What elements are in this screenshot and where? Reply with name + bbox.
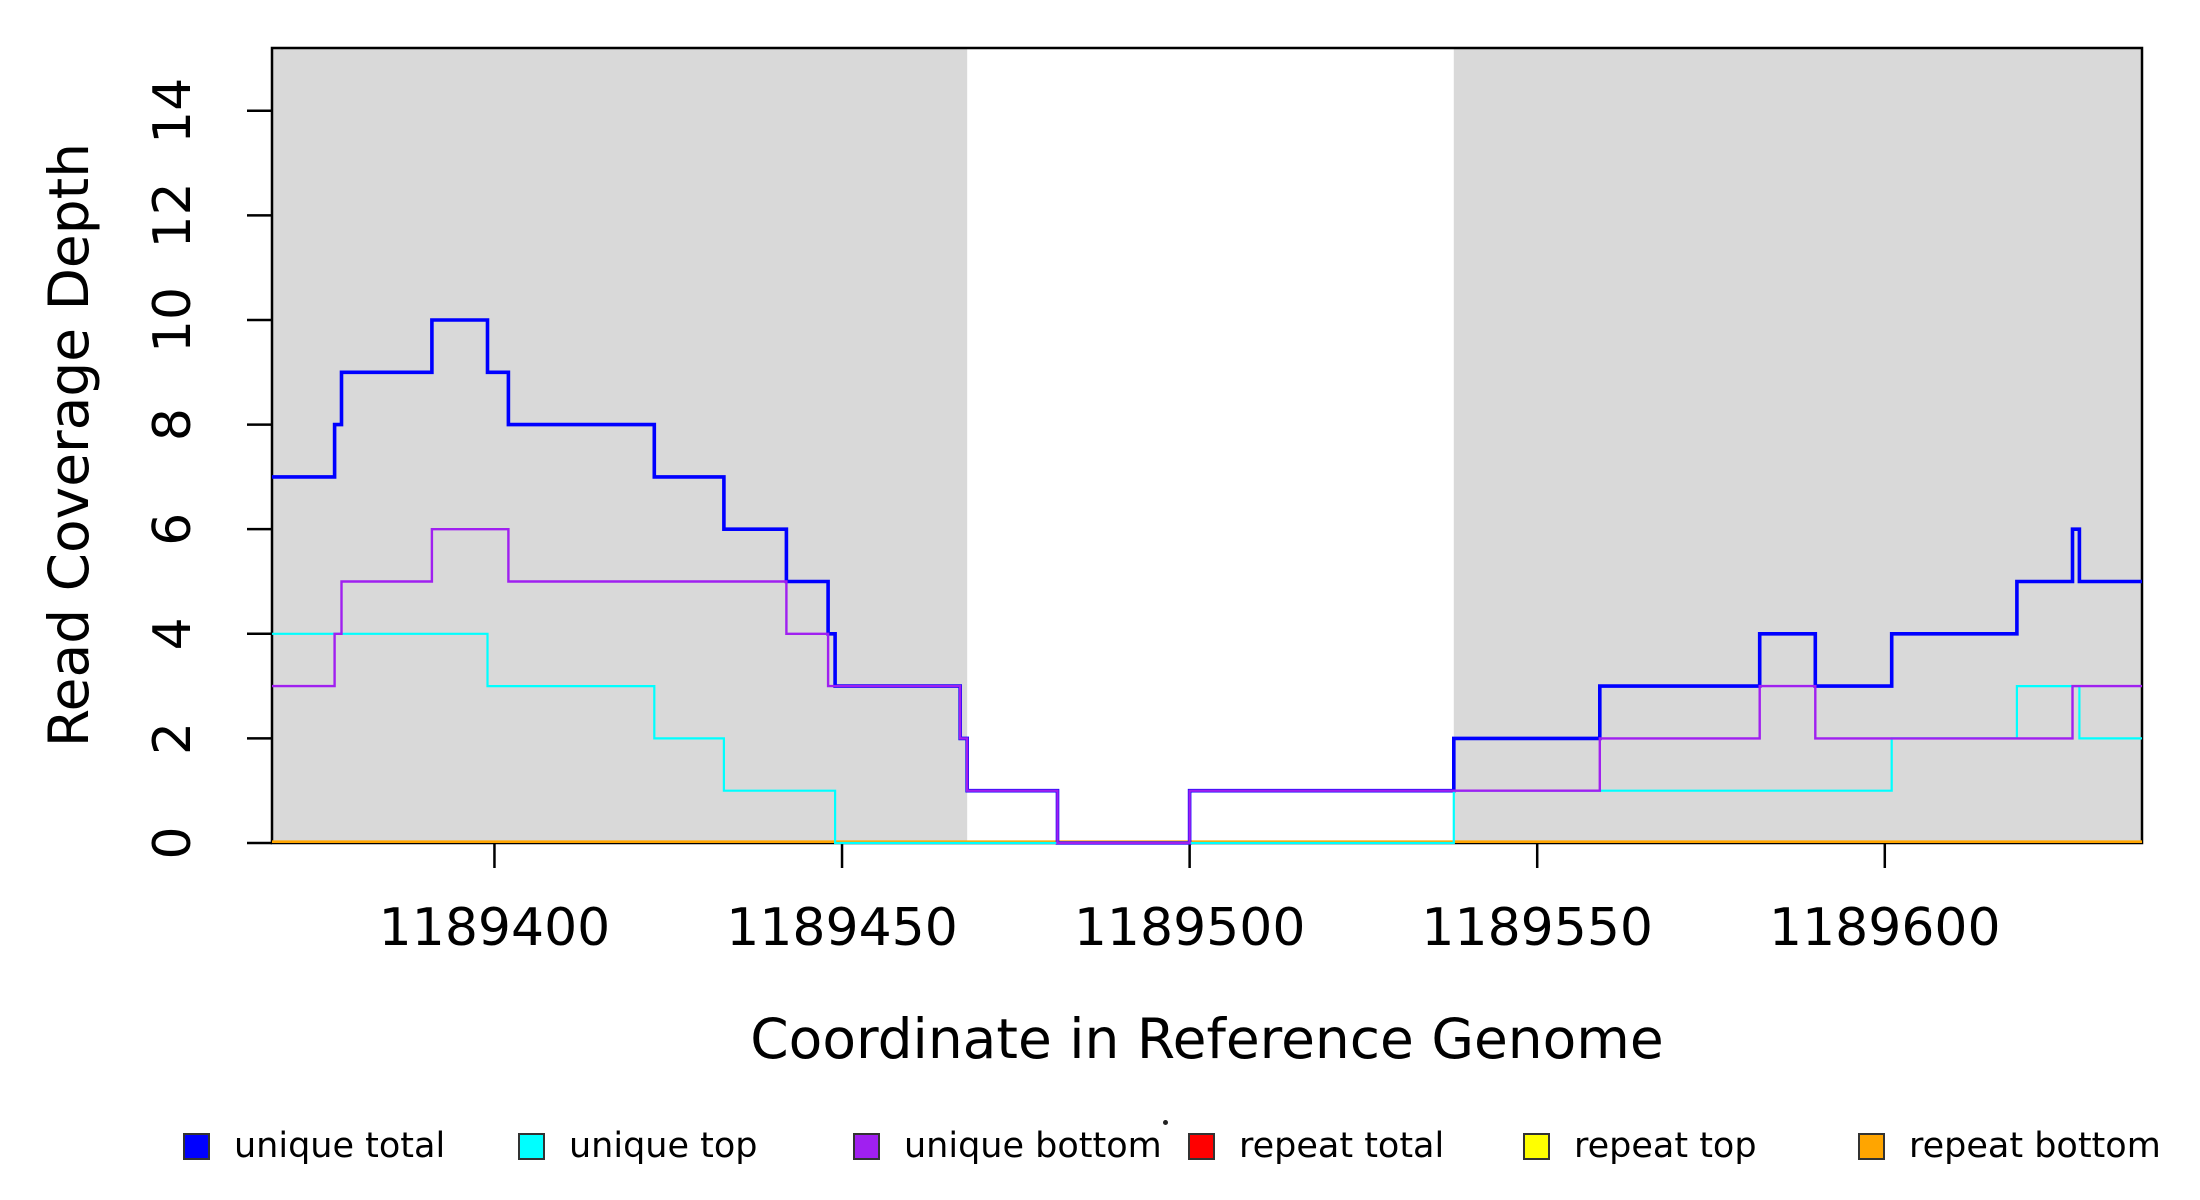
legend: unique total unique top unique bottom repea…	[0, 0, 2200, 1166]
legend-label: repeat bottom	[1909, 1126, 2161, 1166]
legend-item-unique-total: unique total	[183, 1126, 445, 1166]
shaded-region	[1453, 48, 2142, 843]
legend-item-repeat-top: repeat top	[1523, 1126, 1757, 1166]
y-tick-label: 8	[143, 408, 203, 441]
x-tick-label: 1189600	[1769, 898, 2001, 958]
shaded-region	[272, 48, 968, 843]
x-tick-label: 1189400	[379, 898, 611, 958]
y-tick-label: 6	[143, 513, 203, 546]
legend-label: unique bottom	[904, 1126, 1162, 1166]
x-tick-label: 1189550	[1421, 898, 1653, 958]
y-tick-label: 10	[143, 287, 203, 353]
legend-label: repeat total	[1239, 1126, 1445, 1166]
x-tick-label: 1189450	[726, 898, 958, 958]
y-axis-title: Read Coverage Depth	[37, 143, 101, 747]
y-tick-label: 12	[143, 182, 203, 248]
legend-label: unique total	[234, 1126, 446, 1166]
chart-layer: 1189400 1189450 1189500 1189550 1189600 0 2 4 6 8…	[143, 46, 2144, 958]
legend-swatch-unique-bottom	[853, 1132, 880, 1160]
legend-swatch-repeat-bottom	[1858, 1132, 1885, 1160]
legend-item-unique-top: unique top	[518, 1126, 758, 1166]
legend-label: repeat top	[1574, 1126, 1757, 1166]
legend-item-repeat-total: repeat total	[1188, 1126, 1444, 1166]
legend-item-unique-bottom: unique bottom	[853, 1126, 1162, 1166]
legend-swatch-unique-top	[518, 1132, 545, 1160]
y-tick-label: 14	[143, 78, 203, 144]
legend-label: unique top	[569, 1126, 758, 1166]
x-axis-title: Coordinate in Reference Genome	[750, 1007, 1663, 1071]
legend-swatch-unique-total	[183, 1132, 210, 1160]
series-unique-bottom-line	[272, 528, 2142, 845]
y-tick-label: 0	[143, 826, 203, 859]
stray-dot-mark	[1163, 1120, 1168, 1125]
x-tick-label: 1189500	[1074, 898, 1306, 958]
legend-swatch-repeat-top	[1523, 1132, 1550, 1160]
y-tick-label: 4	[143, 617, 203, 650]
y-tick-label: 2	[143, 722, 203, 755]
legend-item-repeat-bottom: repeat bottom	[1858, 1126, 2161, 1166]
legend-swatch-repeat-total	[1188, 1132, 1215, 1160]
